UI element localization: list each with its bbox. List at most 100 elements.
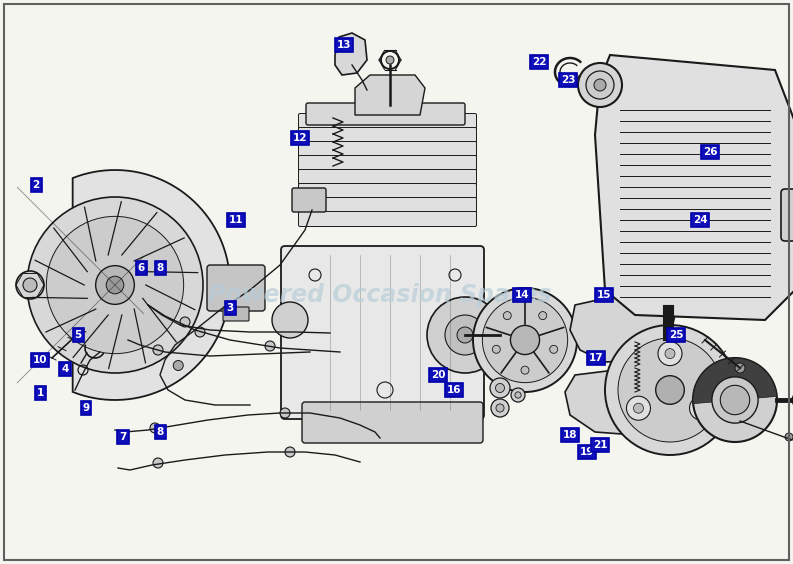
Polygon shape <box>565 370 668 435</box>
Text: 6: 6 <box>137 263 144 273</box>
Circle shape <box>445 315 485 355</box>
Circle shape <box>735 363 745 373</box>
Polygon shape <box>355 75 425 115</box>
Circle shape <box>594 79 606 91</box>
Circle shape <box>511 388 525 402</box>
Circle shape <box>46 217 184 354</box>
Text: 16: 16 <box>446 385 462 395</box>
FancyBboxPatch shape <box>298 113 477 129</box>
Circle shape <box>656 376 684 404</box>
Circle shape <box>173 360 183 371</box>
Circle shape <box>658 342 682 365</box>
Text: 1: 1 <box>36 388 44 398</box>
Circle shape <box>27 197 203 373</box>
Circle shape <box>457 327 473 343</box>
Text: 2: 2 <box>33 180 40 190</box>
Text: 20: 20 <box>431 370 445 380</box>
Circle shape <box>96 266 134 305</box>
Circle shape <box>550 345 557 353</box>
Circle shape <box>473 288 577 392</box>
Circle shape <box>792 393 793 407</box>
Text: 8: 8 <box>156 427 163 437</box>
Polygon shape <box>335 33 367 75</box>
FancyBboxPatch shape <box>223 307 249 321</box>
Circle shape <box>586 71 614 99</box>
Circle shape <box>427 297 503 373</box>
Circle shape <box>511 325 539 355</box>
Wedge shape <box>693 358 777 404</box>
FancyBboxPatch shape <box>781 189 793 241</box>
Text: 7: 7 <box>119 432 127 442</box>
Circle shape <box>618 338 722 442</box>
Circle shape <box>386 56 394 64</box>
Circle shape <box>665 349 675 359</box>
Circle shape <box>195 327 205 337</box>
Text: 14: 14 <box>515 290 529 300</box>
Text: 12: 12 <box>293 133 307 143</box>
FancyBboxPatch shape <box>292 188 326 212</box>
FancyBboxPatch shape <box>298 212 477 227</box>
Circle shape <box>490 378 510 398</box>
Polygon shape <box>595 55 793 320</box>
Circle shape <box>720 385 749 415</box>
FancyBboxPatch shape <box>281 246 484 419</box>
Circle shape <box>106 276 124 294</box>
FancyBboxPatch shape <box>298 156 477 170</box>
Circle shape <box>153 345 163 355</box>
FancyBboxPatch shape <box>298 183 477 199</box>
Text: Powered Occasion Spares: Powered Occasion Spares <box>209 283 552 307</box>
Circle shape <box>265 341 275 351</box>
Circle shape <box>538 311 546 320</box>
FancyBboxPatch shape <box>298 170 477 184</box>
FancyBboxPatch shape <box>298 127 477 143</box>
FancyBboxPatch shape <box>302 402 483 443</box>
Polygon shape <box>570 295 675 362</box>
Text: 15: 15 <box>597 290 611 300</box>
Circle shape <box>285 447 295 457</box>
Text: 24: 24 <box>693 215 707 225</box>
Circle shape <box>482 297 568 382</box>
Text: 19: 19 <box>580 447 594 457</box>
Text: 26: 26 <box>703 147 717 157</box>
Text: 17: 17 <box>588 353 603 363</box>
Text: 9: 9 <box>82 403 90 413</box>
FancyBboxPatch shape <box>298 197 477 213</box>
Circle shape <box>280 408 290 418</box>
Circle shape <box>496 404 504 412</box>
Circle shape <box>491 399 509 417</box>
Text: 8: 8 <box>156 263 163 273</box>
FancyBboxPatch shape <box>306 103 465 125</box>
FancyBboxPatch shape <box>207 265 265 311</box>
Circle shape <box>496 384 504 393</box>
Circle shape <box>785 433 793 441</box>
Circle shape <box>626 396 650 420</box>
Circle shape <box>605 325 735 455</box>
Text: 13: 13 <box>337 40 351 50</box>
Polygon shape <box>73 170 230 400</box>
Circle shape <box>712 377 758 423</box>
Circle shape <box>150 423 160 433</box>
Circle shape <box>153 458 163 468</box>
Circle shape <box>492 345 500 353</box>
Circle shape <box>180 317 190 327</box>
Circle shape <box>272 302 308 338</box>
Circle shape <box>578 63 622 107</box>
Text: 22: 22 <box>532 57 546 67</box>
Circle shape <box>690 396 714 420</box>
Text: 21: 21 <box>592 440 607 450</box>
Circle shape <box>521 366 529 374</box>
Text: 10: 10 <box>33 355 48 365</box>
Circle shape <box>16 271 44 299</box>
Text: 11: 11 <box>228 215 243 225</box>
Text: 18: 18 <box>563 430 577 440</box>
Circle shape <box>696 403 707 413</box>
Circle shape <box>504 311 511 320</box>
Text: 3: 3 <box>226 303 234 313</box>
FancyBboxPatch shape <box>298 142 477 156</box>
Circle shape <box>634 403 643 413</box>
Circle shape <box>23 278 37 292</box>
Circle shape <box>515 392 521 398</box>
Text: 25: 25 <box>668 330 684 340</box>
Text: 23: 23 <box>561 75 575 85</box>
Circle shape <box>693 358 777 442</box>
